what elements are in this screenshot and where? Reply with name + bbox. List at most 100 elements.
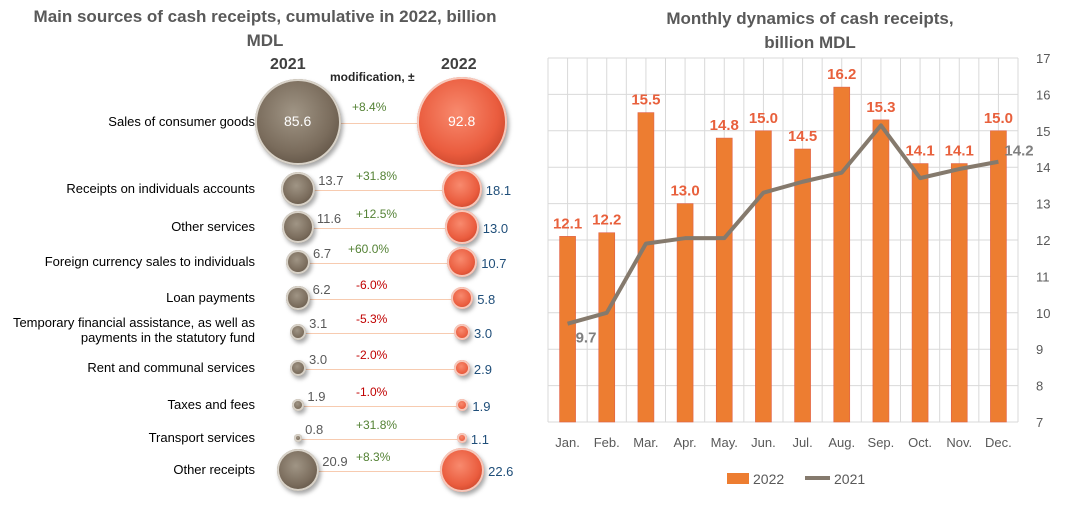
bubble-2021 [289, 359, 307, 377]
change-arrow [298, 333, 454, 334]
change-arrow [298, 471, 440, 472]
change-value: -5.3% [356, 312, 388, 326]
bar-2022 [990, 130, 1007, 423]
col-2022-header: 2022 [441, 56, 477, 73]
bar-2022 [872, 119, 890, 423]
bar-data-label: 14.5 [788, 128, 817, 145]
bar-2022 [794, 148, 811, 423]
value-2022: 1.1 [470, 432, 489, 447]
value-2022: 2.9 [473, 362, 492, 377]
bubble-2021 [282, 211, 314, 243]
line-data-label: 14.2 [1004, 143, 1033, 160]
value-2021: 20.9 [322, 454, 348, 469]
x-tick-label: Oct. [908, 435, 932, 450]
y-tick-label: 16 [1036, 87, 1050, 102]
bar-data-label: 12.2 [592, 212, 621, 229]
bar-data-label: 15.3 [866, 99, 895, 116]
bar-2022 [755, 130, 772, 423]
change-arrow [298, 228, 446, 229]
bar-2022 [676, 203, 694, 423]
col-mod-header: modification, ± [330, 70, 415, 84]
row-label: Loan payments [166, 290, 255, 305]
bubble-2021 [285, 249, 311, 275]
row-label: Rent and communal services [87, 360, 255, 375]
value-2022: 10.7 [481, 256, 507, 271]
bubble-2022 [455, 398, 469, 412]
bubble-2022 [453, 323, 471, 341]
bubble-2021 [276, 448, 320, 492]
change-arrow [298, 263, 447, 264]
bubble-2022 [457, 433, 467, 443]
value-2021: 1.9 [307, 389, 326, 404]
row-label: Transport services [148, 430, 255, 445]
x-tick-label: Jun. [751, 435, 776, 450]
left-title-line1: Main sources of cash receipts, cumulativ… [33, 7, 497, 26]
y-tick-label: 17 [1036, 51, 1050, 66]
bar-2022 [559, 236, 576, 423]
x-tick-label: Aug. [828, 435, 855, 450]
bar-data-label: 14.8 [710, 117, 739, 134]
change-value: -2.0% [356, 348, 388, 362]
value-2022: 22.6 [488, 464, 514, 479]
bar-data-label: 14.1 [905, 143, 934, 160]
y-tick-label: 14 [1036, 160, 1050, 175]
y-tick-label: 8 [1036, 379, 1043, 394]
value-2021: 85.6 [284, 113, 312, 129]
change-arrow [298, 406, 456, 407]
legend-swatch-2022 [727, 473, 749, 484]
bubble-2022 [417, 77, 507, 167]
change-value: -6.0% [356, 278, 388, 292]
change-value: +8.4% [352, 100, 387, 114]
row-label: Other services [171, 219, 255, 234]
col-2021-header: 2021 [270, 56, 306, 73]
line-2021 [567, 123, 999, 326]
bar-2022 [911, 163, 929, 423]
change-value: +31.8% [356, 418, 398, 432]
x-tick-label: Feb. [594, 435, 620, 450]
x-tick-label: Apr. [674, 435, 697, 450]
bubble-2022 [439, 447, 485, 493]
left-title-line2: MDL [246, 31, 284, 50]
row-label: Other receipts [173, 462, 255, 477]
legend-label-2022: 2022 [753, 471, 784, 487]
change-value: +12.5% [356, 207, 398, 221]
bar-2022 [715, 137, 733, 423]
value-2022: 13.0 [482, 221, 509, 236]
row-label: Taxes and fees [167, 397, 255, 412]
value-2022: 18.1 [485, 183, 512, 198]
change-arrow [298, 369, 455, 370]
x-tick-label: May. [711, 435, 738, 450]
change-value: +8.3% [356, 450, 391, 464]
chart-title: Monthly dynamics of cash receipts, billi… [666, 9, 954, 52]
bubble-2022 [446, 246, 478, 278]
y-tick-label: 15 [1036, 124, 1050, 139]
bubble-2021 [291, 398, 305, 412]
bar-2022 [637, 112, 655, 423]
bar-2022 [833, 86, 851, 423]
y-tick-label: 12 [1036, 233, 1050, 248]
change-value: -1.0% [356, 385, 388, 399]
bubble-2021 [289, 323, 307, 341]
x-tick-label: Dec. [985, 435, 1012, 450]
line-data-label: 9.7 [576, 330, 597, 347]
row-label: Temporary financial assistance, as well … [12, 315, 255, 345]
row-label: Foreign currency sales to individuals [44, 254, 255, 269]
left-title: Main sources of cash receipts, cumulativ… [0, 5, 530, 53]
bar-data-label: 15.5 [631, 92, 660, 109]
bar-data-label: 15.0 [984, 110, 1013, 127]
value-2022: 1.9 [472, 399, 491, 414]
x-tick-label: Sep. [868, 435, 895, 450]
bubble-2021 [286, 286, 310, 310]
bubble-2021 [280, 171, 316, 207]
bar-data-label: 14.1 [945, 143, 974, 160]
value-2021: 3.1 [309, 316, 328, 331]
row-label: Receipts on individuals accounts [66, 181, 255, 196]
value-2021: 0.8 [305, 422, 324, 437]
change-value: +31.8% [356, 169, 398, 183]
change-arrow [298, 299, 451, 300]
value-2022: 92.8 [448, 113, 476, 129]
y-tick-label: 7 [1036, 415, 1043, 430]
value-2021: 3.0 [309, 352, 328, 367]
y-tick-label: 11 [1036, 269, 1050, 284]
